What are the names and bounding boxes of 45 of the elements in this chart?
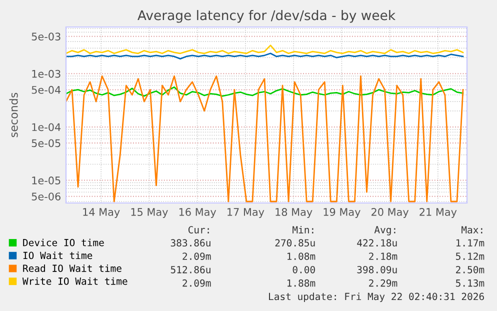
text: 2.50m xyxy=(456,266,484,274)
x-tick-label: 15 May xyxy=(131,208,168,218)
text: 2.18m xyxy=(369,252,398,260)
text: 270.85u xyxy=(275,239,315,247)
x-tick-label: 14 May xyxy=(83,208,120,218)
y-tick-label: 5e-04 xyxy=(32,86,61,94)
text: 5.13m xyxy=(456,279,484,287)
x-tick-label: 18 May xyxy=(276,208,312,218)
text: 512.86u xyxy=(170,266,210,274)
text: 0.00 xyxy=(292,266,315,274)
text: Avg: xyxy=(374,226,396,236)
text: 2.29m xyxy=(369,279,398,287)
x-tick-label: 19 May xyxy=(324,208,360,218)
legend-label: Device IO time xyxy=(23,238,104,246)
text: Last update: Fri May 22 02:40:31 2026 xyxy=(269,292,484,302)
chart-title: Average latency for /dev/sda - by week xyxy=(138,10,396,23)
text: Max: xyxy=(462,226,482,234)
legend-label: Write IO Wait time xyxy=(22,277,128,285)
y-tick-label: 1e-04 xyxy=(32,123,61,132)
line-series xyxy=(66,75,464,202)
text: Cur: xyxy=(188,226,209,234)
x-tick-label: 17 May xyxy=(228,208,264,218)
text: 1.08m xyxy=(288,252,316,260)
y-tick-label: 5e-06 xyxy=(32,192,60,200)
y-axis-title: seconds xyxy=(9,92,18,138)
y-tick-label: 5e-05 xyxy=(32,139,60,148)
text: Min: xyxy=(292,226,314,234)
text: 5.12m xyxy=(456,252,484,260)
legend-label: Read IO Wait time xyxy=(23,264,122,272)
text: 2.09m xyxy=(182,252,211,260)
line-series xyxy=(66,86,464,97)
text: 2.09m xyxy=(182,279,211,287)
legend-label: IO Wait time xyxy=(23,252,92,260)
x-tick-label: 16 May xyxy=(179,208,216,218)
y-tick-label: 1e-03 xyxy=(32,70,60,78)
x-tick-label: 20 May xyxy=(372,208,409,218)
text: 1.88m xyxy=(288,279,316,287)
line-series xyxy=(66,44,464,54)
text: 1.17m xyxy=(456,239,484,246)
x-tick-label: 21 May xyxy=(420,208,457,218)
text: 422.18u xyxy=(357,239,397,247)
text: 383.86u xyxy=(170,239,210,247)
y-tick-label: 1e-05 xyxy=(32,176,60,184)
y-tick-label: 5e-03 xyxy=(32,32,60,40)
text: 398.09u xyxy=(357,266,397,274)
